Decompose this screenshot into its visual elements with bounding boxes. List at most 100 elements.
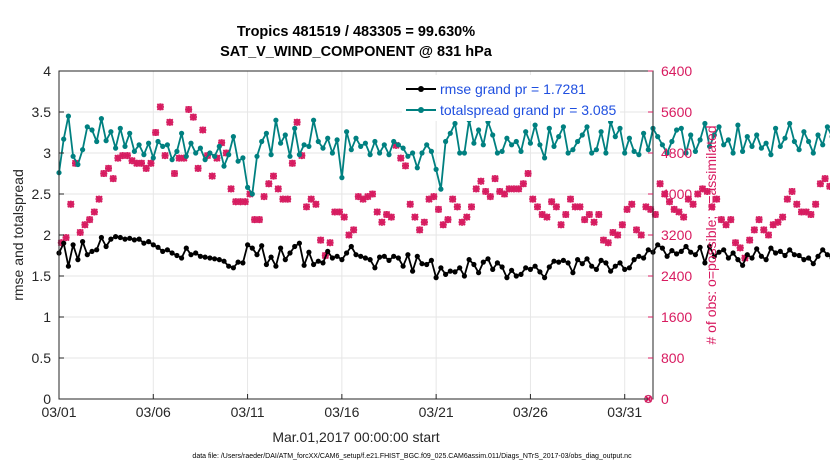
series-point-totalspread (612, 134, 618, 140)
series-point-rmse (160, 248, 166, 254)
series-point-totalspread (160, 143, 166, 149)
obs-assimilated-marker (218, 139, 226, 147)
series-point-rmse (245, 242, 251, 248)
series-point-totalspread (339, 175, 345, 181)
series-point-rmse (287, 250, 293, 256)
series-point-totalspread (688, 132, 694, 138)
series-point-totalspread (494, 150, 500, 156)
series-point-totalspread (697, 137, 703, 143)
obs-assimilated-marker (411, 213, 419, 221)
obs-assimilated-marker (284, 195, 292, 203)
series-point-rmse (678, 248, 684, 254)
obs-assimilated-marker (647, 205, 655, 213)
series-point-totalspread (263, 130, 269, 136)
series-point-totalspread (70, 153, 76, 159)
obs-assimilated-marker (665, 198, 674, 206)
obs-assimilated-marker (293, 118, 301, 126)
chart-title-line1: Tropics 481519 / 483305 = 99.630% (237, 24, 475, 40)
obs-assimilated-marker (604, 239, 612, 247)
data-file-footer: data file: /Users/raeder/DAI/ATM_forcXX/… (192, 453, 632, 460)
series-point-totalspread (669, 138, 675, 145)
series-point-totalspread (320, 145, 326, 151)
series-point-rmse (471, 261, 477, 268)
series-point-totalspread (438, 186, 444, 192)
obs-assimilated-marker (142, 164, 150, 172)
series-point-totalspread (141, 152, 147, 158)
obs-assimilated-marker (255, 216, 263, 224)
right-axis: 0 800 1600 2400 3200 4000 4800 5600 6400 (648, 63, 692, 407)
series-point-totalspread (235, 158, 241, 164)
obs-assimilated-marker (128, 157, 136, 165)
series-point-totalspread (716, 124, 722, 130)
series-line-rmse (58, 235, 830, 279)
obs-assimilated-marker (406, 200, 414, 208)
series-point-rmse (70, 242, 76, 248)
obs-assimilated-marker (185, 105, 193, 114)
series-point-rmse (631, 257, 637, 263)
obs-assimilated-marker (434, 205, 443, 213)
legend: rmse grand pr = 1.7281 totalspread grand… (402, 75, 620, 121)
series-point-rmse (801, 257, 807, 263)
obs-assimilated-marker (453, 203, 461, 211)
series-point-totalspread (537, 142, 543, 148)
series-point-totalspread (796, 147, 802, 153)
series-point-rmse (490, 266, 496, 272)
series-point-totalspread (169, 157, 175, 163)
series-point-rmse (419, 261, 425, 267)
series-point-totalspread (504, 135, 510, 141)
series-point-rmse (584, 256, 590, 262)
series-point-totalspread (476, 127, 482, 133)
series-point-totalspread (273, 117, 279, 123)
series-point-rmse (626, 265, 633, 271)
obs-assimilated-marker (269, 172, 278, 180)
series-point-totalspread (419, 150, 425, 156)
obs-assimilated-marker (708, 203, 716, 211)
obs-assimilated-marker (581, 216, 589, 224)
series-point-rmse (98, 234, 104, 241)
series-point-rmse (725, 255, 732, 261)
obs-assimilated-marker (760, 226, 768, 234)
series-point-totalspread (518, 148, 524, 154)
obs-assimilated-marker (826, 182, 830, 190)
series-point-totalspread (626, 135, 633, 141)
obs-assimilated-marker (783, 195, 791, 203)
series-point-totalspread (527, 140, 534, 146)
series-point-totalspread (461, 150, 467, 156)
series-point-totalspread (603, 150, 609, 156)
obs-assimilated-marker (425, 195, 433, 203)
series-point-totalspread (287, 153, 293, 159)
series-point-totalspread (740, 148, 746, 154)
legend-marker-totalspread (418, 107, 424, 113)
series-point-totalspread (622, 150, 628, 156)
y-tick-label-left: 3.5 (32, 104, 52, 120)
series-point-rmse (75, 257, 81, 263)
obs-assimilated-marker (524, 169, 532, 178)
obs-assimilated-marker (812, 200, 820, 208)
series-point-rmse (259, 243, 265, 249)
series-point-totalspread (452, 120, 458, 127)
obs-assimilated-marker (538, 210, 546, 219)
series-point-rmse (193, 250, 199, 256)
series-point-rmse (452, 269, 458, 275)
obs-assimilated-marker (260, 192, 268, 201)
series-point-totalspread (443, 138, 449, 145)
series-point-totalspread (730, 150, 736, 156)
obs-assimilated-marker (595, 210, 603, 219)
obs-assimilated-marker (312, 200, 320, 208)
series-point-totalspread (282, 132, 288, 138)
obs-assimilated-marker (467, 203, 476, 211)
series-point-totalspread (216, 143, 222, 149)
series-point-totalspread (584, 124, 590, 130)
obs-assimilated-marker (416, 226, 424, 234)
series-point-totalspread (353, 135, 359, 141)
y-tick-label-left: 2.5 (32, 186, 52, 202)
series-point-totalspread (362, 140, 368, 146)
series-point-rmse (570, 270, 576, 276)
series-point-totalspread (589, 150, 595, 156)
series-point-rmse (108, 236, 114, 242)
obs-assimilated-marker (104, 164, 113, 172)
obs-assimilated-marker (227, 185, 235, 193)
series-point-totalspread (301, 142, 307, 148)
obs-assimilated-marker (265, 180, 273, 188)
series-point-totalspread (155, 138, 161, 145)
